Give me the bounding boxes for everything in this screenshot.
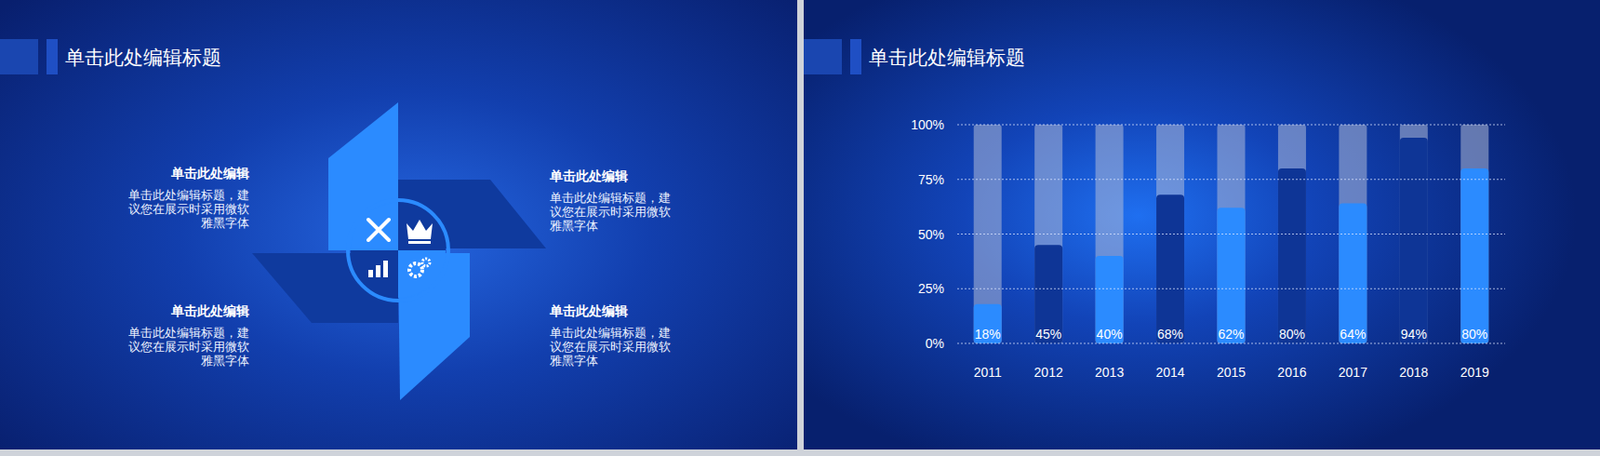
icon-chart: [383, 260, 388, 278]
slide-title: 单击此处编辑标题: [65, 46, 222, 68]
grid-line: [957, 233, 1506, 235]
item-heading: 单击此处编辑: [549, 304, 673, 319]
y-tick-label: 100%: [910, 117, 945, 133]
x-tick-label: 2012: [1034, 364, 1064, 380]
x-tick-label: 2016: [1277, 364, 1307, 380]
x-tick-label: 2017: [1338, 364, 1368, 380]
x-tick-label: 2011: [973, 364, 1002, 380]
bar: [1460, 168, 1489, 344]
x-tick-label: 2013: [1094, 364, 1124, 380]
diagram: 单击此处编辑标题: [0, 0, 798, 450]
grid-line: [957, 288, 1506, 290]
quadrant: [350, 202, 399, 251]
icon-crown: [406, 219, 433, 240]
data-label: 80%: [1461, 326, 1488, 342]
title-bar: [46, 39, 58, 75]
slide-title: 单击此处编辑标题: [868, 46, 1026, 68]
icon-tools: [368, 219, 389, 240]
bar: [1217, 207, 1246, 344]
y-tick-label: 0%: [925, 335, 945, 351]
item-body: 单击此处编辑标题，建议您在展示时采用微软雅黑字体: [126, 187, 250, 230]
title-bar: [850, 39, 862, 75]
chart: 单击此处编辑标题 0% 25% 50% 75% 100% 2011 2012 2013 2014 2…: [803, 0, 1600, 450]
quadrant: [398, 202, 446, 251]
icon-chart: [375, 265, 381, 278]
y-tick-label: 75%: [918, 172, 945, 187]
title-square: [0, 39, 39, 75]
item-body: 单击此处编辑标题，建议您在展示时采用微软雅黑字体: [549, 190, 673, 233]
bar: [1278, 168, 1307, 344]
y-tick-label: 25%: [918, 280, 945, 296]
data-label: 45%: [1035, 326, 1062, 342]
icon-chart: [368, 269, 374, 278]
item-heading: 单击此处编辑: [126, 304, 250, 319]
x-tick-label: 2019: [1460, 364, 1490, 380]
grid-line: [957, 124, 1506, 126]
data-label: 68%: [1157, 326, 1184, 342]
x-tick-label: 2014: [1155, 364, 1185, 380]
data-label: 62%: [1217, 326, 1244, 342]
quadrant: [350, 250, 399, 298]
item-heading: 单击此处编辑: [549, 169, 673, 184]
bar: [973, 304, 1002, 344]
item-heading: 单击此处编辑: [126, 166, 250, 181]
item-body: 单击此处编辑标题，建议您在展示时采用微软雅黑字体: [549, 325, 673, 368]
grid-line: [957, 178, 1506, 180]
quadrant: [398, 250, 446, 298]
blade-top: [328, 102, 399, 251]
bars: [973, 137, 1490, 344]
icon-crown: [408, 240, 431, 244]
data-label: 64%: [1339, 326, 1366, 342]
icon-gear: [422, 258, 430, 267]
item-body: 单击此处编辑标题，建议您在展示时采用微软雅黑字体: [126, 325, 250, 368]
x-tick-label: 2018: [1399, 364, 1428, 380]
bar: [1338, 203, 1367, 344]
y-tick-label: 50%: [918, 226, 945, 242]
data-label: 40%: [1096, 326, 1123, 342]
ring: [347, 200, 449, 301]
bar: [1034, 244, 1063, 344]
data-label: 94%: [1400, 326, 1427, 342]
data-label: 80%: [1279, 326, 1306, 342]
bar: [1095, 255, 1124, 344]
bar: [1156, 194, 1185, 344]
title-square: [803, 39, 842, 75]
bar: [1400, 137, 1428, 344]
icon-gear: [409, 263, 423, 277]
data-label: 18%: [974, 326, 1001, 342]
grid-line: [957, 343, 1506, 345]
stage: 单击此处编辑标题单击此处编辑单击此处编辑标题，建议您在展示时采用微软雅黑字体单击…: [0, 0, 1600, 456]
x-tick-label: 2015: [1216, 364, 1246, 380]
slide-right: 单击此处编辑标题 0% 25% 50% 75% 100% 2011 2012 2013 2014 2…: [803, 0, 1600, 450]
slide-left: 单击此处编辑标题单击此处编辑单击此处编辑标题，建议您在展示时采用微软雅黑字体单击…: [0, 0, 798, 450]
